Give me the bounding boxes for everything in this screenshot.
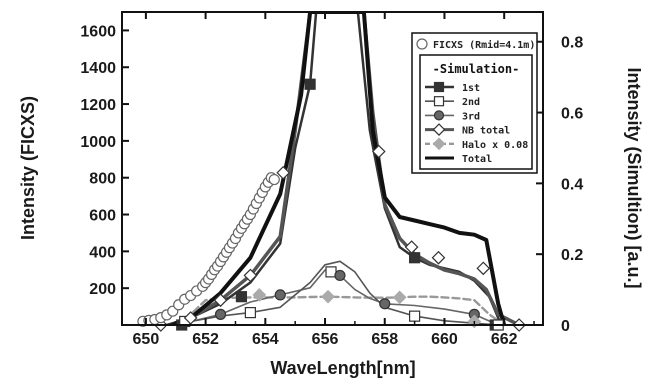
legend-marker-nb-total	[432, 123, 446, 136]
marker-1st	[304, 78, 316, 90]
y2-tick-label: 0.2	[561, 247, 583, 264]
x-tick-label: 656	[312, 331, 339, 348]
y2-tick-label: 0.4	[561, 176, 583, 193]
legend-marker-1st	[433, 81, 445, 93]
marker-nb-total	[213, 293, 228, 308]
x-axis-label: WaveLength[nm]	[270, 358, 415, 378]
y-axis-label: Intensity (FICXS)	[18, 96, 38, 240]
marker-nb-total	[476, 261, 491, 276]
marker-3rd	[274, 289, 286, 301]
x-tick-label: 650	[133, 331, 160, 348]
legend-label-total: Total	[462, 154, 492, 165]
legend-ficxs-label: FICXS (Rmid=4.1m)	[433, 39, 535, 51]
y-tick-label: 200	[89, 281, 116, 298]
legend-marker-halo-x-0-08	[432, 137, 446, 151]
legend-marker-3rd	[433, 110, 445, 121]
marker-3rd	[379, 298, 391, 310]
marker-1st	[235, 291, 248, 303]
legend-label-3rd: 3rd	[462, 111, 480, 122]
y-tick-label: 1000	[80, 134, 116, 151]
legend-label-1st: 1st	[462, 83, 480, 94]
series-line-2nd	[172, 260, 499, 325]
marker-1st	[409, 252, 421, 264]
plot-area: 650 652 654 656 658 660 662 200 400 600 800 1000 120…	[80, 11, 583, 348]
legend-label-2nd: 2nd	[462, 97, 480, 108]
x-tick-label: 662	[491, 331, 518, 348]
y2-axis-label: Intensity (Simultion) [a.u.]	[624, 68, 644, 289]
y-tick-label: 1600	[80, 23, 116, 40]
y-tick-label: 400	[89, 244, 116, 261]
marker-nb-total	[431, 250, 446, 265]
series-line-total	[170, 12, 507, 325]
y-tick-label: 1400	[80, 60, 116, 77]
x-tick-label: 652	[192, 331, 219, 348]
legend-simulation-header: -Simulation-	[433, 62, 520, 76]
y2-tick-label: 0.8	[561, 35, 583, 52]
marker-nb-total	[183, 311, 198, 325]
marker-nb-total	[371, 144, 386, 159]
y-tick-label: 600	[89, 208, 116, 225]
legend-marker-2nd	[433, 96, 445, 107]
marker-nb-total	[243, 268, 258, 283]
plot-frame	[121, 11, 544, 326]
y-tick-label: 800	[89, 171, 116, 188]
series-line-halo-x-0-08	[174, 295, 506, 325]
y2-tick-label: 0	[561, 318, 570, 335]
x-tick-label: 654	[252, 331, 279, 348]
marker-2nd	[244, 307, 256, 319]
marker-halo-x-0-08	[321, 289, 335, 304]
marker-halo-x-0-08	[392, 290, 407, 305]
marker-3rd	[214, 308, 227, 320]
x-tick-label: 660	[431, 331, 458, 348]
legend-ficxs-marker	[416, 38, 428, 50]
x-tick-label: 658	[371, 331, 398, 348]
marker-3rd	[334, 269, 346, 282]
ficxs-data-point	[268, 173, 280, 186]
legend-label-nb-total: NB total	[462, 126, 510, 137]
legend-label-halo-x-0-08: Halo x 0.08	[462, 140, 528, 151]
marker-nb-total	[276, 165, 291, 180]
marker-nb-total	[404, 240, 419, 254]
marker-2nd	[409, 310, 421, 322]
marker-halo-x-0-08	[252, 288, 267, 302]
y2-tick-label: 0.6	[561, 106, 583, 123]
legend: FICXS (Rmid=4.1m) -Simulation- 1st 2nd 3rd NB…	[411, 32, 538, 174]
y-tick-label: 1200	[80, 97, 116, 114]
